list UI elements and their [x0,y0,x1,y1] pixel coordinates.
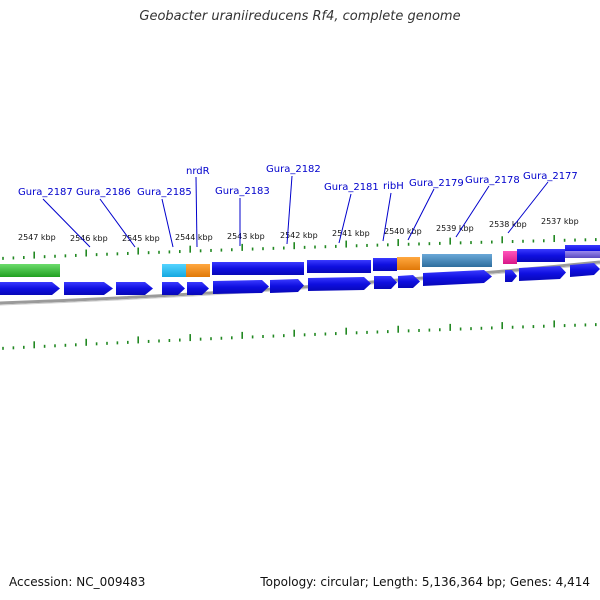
leader-line [407,188,435,241]
gene-green[interactable] [0,264,60,277]
leader-line [161,198,174,248]
leader-line [507,181,549,234]
gene-arrow[interactable] [64,282,113,295]
gene-label: Gura_2185 [137,187,192,198]
leader-line [455,185,490,238]
gene-arrow[interactable] [162,282,185,295]
genome-title: Geobacter uraniireducens Rf4, complete g… [139,9,461,24]
kbp-label: 2544 kbp [175,233,213,242]
gene-orange-nrdr[interactable] [186,264,210,277]
gene-blue-forward[interactable] [517,249,565,262]
gene-leader-lines [42,175,549,248]
leader-line [42,198,91,248]
kbp-labels: 2547 kbp 2546 kbp 2545 kbp 2544 kbp 2543… [18,217,579,243]
gene-blue-forward[interactable] [212,262,304,275]
gene-blue-forward[interactable] [373,258,397,271]
leader-line [382,192,392,242]
gene-labels: Gura_2187 Gura_2186 Gura_2185 nrdR Gura_… [18,164,578,198]
gene-arrow[interactable] [398,275,420,288]
gene-blue-forward[interactable] [307,260,371,273]
gene-arrow[interactable] [213,280,269,294]
gene-label: Gura_2177 [523,171,578,182]
gene-label: ribH [383,181,404,192]
gene-arrow[interactable] [519,266,566,281]
kbp-label: 2539 kbp [436,224,474,233]
gene-arrow[interactable] [570,263,600,277]
gene-label: Gura_2179 [409,178,464,189]
gene-arrow[interactable] [270,279,304,293]
gene-arrow[interactable] [187,282,209,295]
outer-tick-ring [2,235,597,260]
gene-label: Gura_2183 [215,186,270,197]
accession-text: Accession: NC_009483 [9,575,146,589]
gene-purple[interactable] [565,251,600,258]
gene-label: Gura_2186 [76,187,131,198]
gene-cyan[interactable] [162,264,186,277]
leader-line [195,176,198,248]
kbp-label: 2538 kbp [489,220,527,229]
gene-arrow[interactable] [116,282,153,295]
kbp-label: 2540 kbp [384,227,422,236]
kbp-label: 2545 kbp [122,234,160,243]
gene-steel[interactable] [422,254,492,267]
leader-line [99,198,136,248]
inner-tick-ring [2,320,597,350]
gene-label: nrdR [186,166,210,177]
gene-arrow[interactable] [423,270,492,286]
reverse-strand [0,263,600,295]
leader-line [286,175,293,245]
gene-magenta[interactable] [503,251,517,264]
kbp-label: 2537 kbp [541,217,579,226]
kbp-label: 2547 kbp [18,233,56,242]
gene-orange-ribh[interactable] [397,257,420,270]
gene-arrow[interactable] [505,270,517,282]
kbp-label: 2546 kbp [70,234,108,243]
kbp-label: 2543 kbp [227,232,265,241]
kbp-label: 2542 kbp [280,231,318,240]
leader-line [338,193,352,244]
gene-label: Gura_2182 [266,164,321,175]
gene-arrow[interactable] [0,282,60,295]
gene-arrow[interactable] [308,277,371,291]
gene-label: Gura_2187 [18,187,73,198]
topology-text: Topology: circular; Length: 5,136,364 bp… [260,575,590,589]
gene-label: Gura_2178 [465,175,520,186]
forward-strand [0,245,600,277]
kbp-label: 2541 kbp [332,229,370,238]
gene-arrow[interactable] [374,276,397,289]
gene-label: Gura_2181 [324,182,379,193]
